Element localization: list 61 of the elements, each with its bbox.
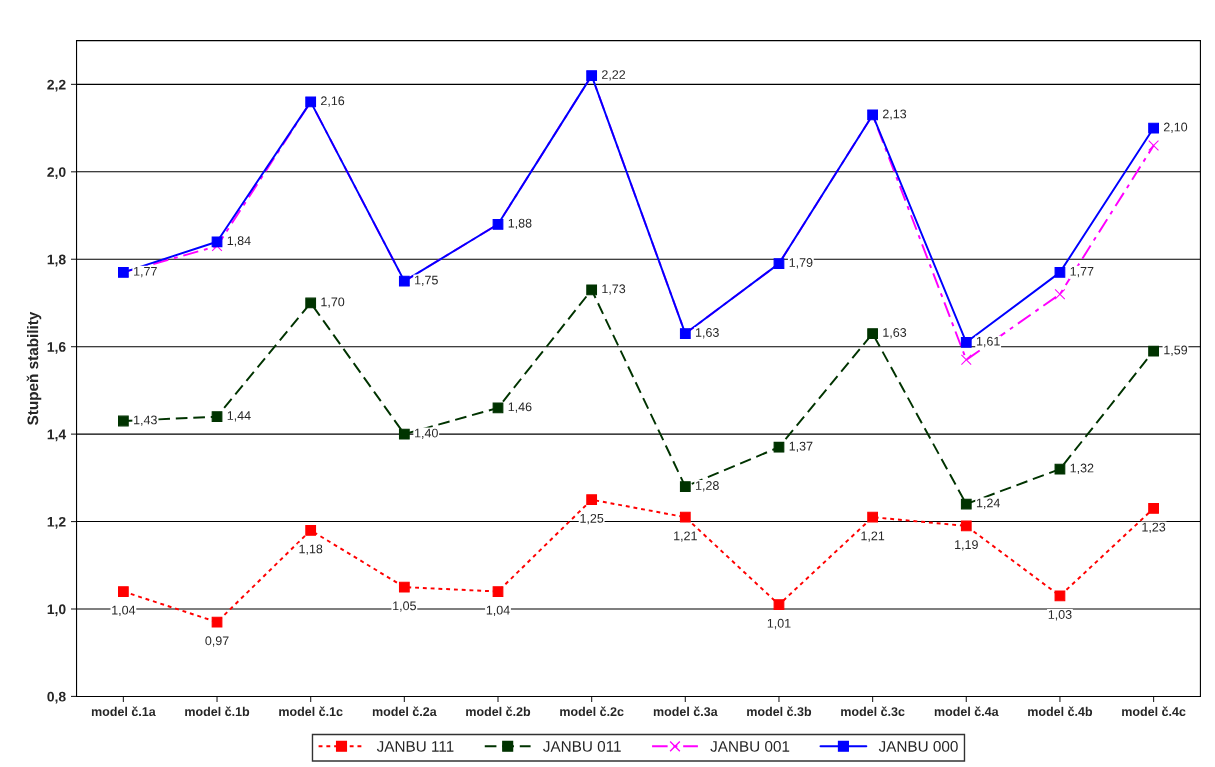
data-label: 1,28	[695, 481, 719, 492]
data-label: 1,77	[1070, 266, 1094, 278]
y-axis-title: Stupeň stability	[26, 311, 42, 425]
data-label: 1,63	[695, 328, 719, 339]
data-label: 1,44	[227, 411, 251, 422]
y-tick-label: 2,0	[47, 167, 66, 179]
data-label: 1,03	[1048, 610, 1072, 621]
data-label: 1,25	[580, 513, 604, 525]
data-label: 1,61	[976, 336, 1000, 348]
legend-label: JANBU 001	[710, 740, 790, 752]
data-label: 1,88	[508, 218, 532, 230]
data-label: 1,32	[1070, 463, 1094, 474]
data-label: 1,70	[321, 297, 345, 308]
x-tick-label: model č.1a	[91, 706, 156, 717]
y-tick-label: 2,2	[47, 79, 66, 92]
legend-label: JANBU 111	[376, 741, 454, 752]
data-label: 1,01	[767, 618, 791, 630]
data-label: 1,21	[861, 531, 885, 542]
x-tick-label: model č.4c	[1122, 706, 1186, 717]
data-label: 1,23	[1142, 522, 1166, 533]
y-tick-label: 1,6	[47, 342, 66, 354]
data-label: 1,79	[789, 258, 813, 269]
data-label: 1,46	[508, 402, 532, 413]
data-label: 1,37	[789, 441, 813, 453]
x-tick-label: model č.1b	[185, 706, 250, 717]
data-label: 1,24	[976, 498, 1000, 509]
x-tick-label: model č.2c	[560, 706, 624, 717]
y-tick-label: 1,8	[47, 254, 66, 267]
data-label: 1,18	[299, 544, 323, 555]
data-label: 2,10	[1163, 122, 1188, 133]
x-tick-label: model č.4a	[934, 706, 999, 717]
data-label: 1,59	[1164, 345, 1188, 356]
x-tick-label: model č.3c	[841, 706, 905, 717]
data-label: 0,97	[205, 636, 229, 647]
y-tick-label: 0,8	[47, 691, 66, 704]
x-tick-label: model č.3a	[653, 706, 718, 717]
data-label: 1,84	[227, 236, 251, 247]
data-label: 1,43	[134, 415, 157, 426]
legend-label: JANBU 000	[878, 740, 958, 752]
data-label: 1,73	[602, 284, 626, 295]
data-label: 1,04	[112, 605, 136, 617]
data-label: 2,13	[882, 109, 907, 120]
x-tick-label: model č.3b	[747, 706, 812, 717]
data-label: 1,63	[883, 328, 907, 339]
y-tick-label: 1,2	[47, 516, 66, 529]
x-tick-label: model č.2b	[466, 706, 531, 717]
data-label: 1,77	[134, 266, 157, 278]
data-label: 2,16	[321, 96, 345, 107]
legend-label: JANBU 011	[543, 740, 621, 752]
x-tick-label: model č.1c	[279, 706, 343, 717]
y-tick-label: 1,4	[47, 429, 67, 442]
data-label: 2,22	[602, 70, 626, 81]
y-tick-label: 1,0	[47, 604, 66, 617]
x-tick-label: model č.2a	[372, 706, 437, 717]
data-label: 1,04	[486, 605, 510, 617]
data-label: 1,19	[955, 540, 978, 551]
x-tick-label: model č.4b	[1028, 706, 1093, 717]
data-label: 1,40	[415, 428, 438, 439]
data-label: 1,05	[393, 601, 416, 612]
data-label: 1,75	[415, 275, 438, 286]
data-label: 1,21	[674, 531, 697, 542]
